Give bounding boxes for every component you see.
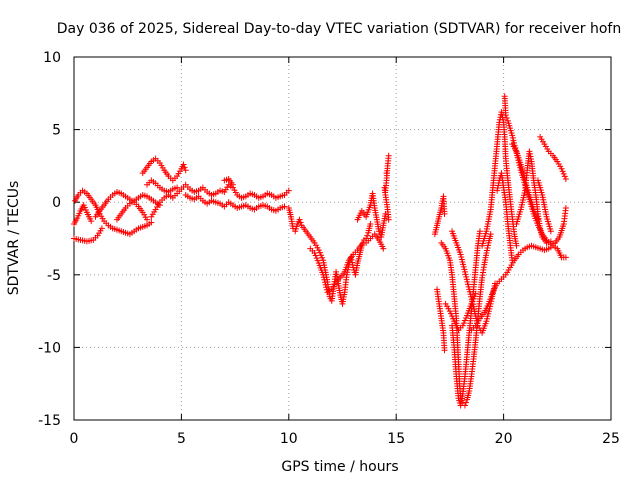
data-point — [385, 216, 392, 223]
data-point — [483, 250, 490, 257]
data-point — [485, 242, 492, 249]
data-point — [181, 164, 188, 171]
data-point — [527, 153, 534, 160]
data-point — [502, 112, 509, 119]
data-point — [315, 247, 322, 254]
data-point — [297, 219, 304, 226]
data-point — [314, 257, 321, 264]
data-point — [531, 209, 538, 216]
data-point — [463, 314, 470, 321]
data-point — [98, 225, 105, 232]
data-point — [560, 170, 567, 177]
data-point — [547, 238, 554, 245]
data-point — [358, 241, 365, 248]
data-point — [182, 167, 189, 174]
data-point — [441, 347, 448, 354]
data-point — [561, 173, 568, 180]
data-point — [281, 203, 288, 210]
data-point — [446, 308, 453, 315]
data-point — [509, 257, 516, 264]
data-point — [558, 165, 565, 172]
data-point — [316, 249, 323, 256]
data-point — [229, 181, 236, 188]
data-point — [367, 220, 374, 227]
data-point — [148, 219, 155, 226]
data-point — [318, 252, 325, 259]
data-point — [385, 152, 392, 159]
data-point — [499, 114, 506, 121]
y-axis-label: SDTVAR / TECUs — [6, 181, 22, 296]
plot-frame — [73, 56, 612, 421]
data-point — [441, 210, 448, 217]
data-point — [285, 187, 292, 194]
data-point — [313, 255, 320, 262]
y-tick-label: 0 — [52, 195, 61, 211]
data-point — [472, 290, 479, 297]
data-point — [144, 216, 151, 223]
data-point — [476, 228, 483, 235]
data-point — [364, 232, 371, 239]
chart-title: Day 036 of 2025, Sidereal Day-to-day VTE… — [57, 21, 621, 37]
data-point — [494, 185, 501, 192]
data-point — [526, 148, 533, 155]
data-point — [180, 161, 187, 168]
y-tick-label: -15 — [38, 413, 61, 429]
grid-layer — [74, 57, 611, 420]
data-point — [88, 218, 95, 225]
x-tick-label: 25 — [602, 431, 620, 447]
data-point — [484, 244, 491, 251]
x-tick-label: 15 — [387, 431, 405, 447]
x-tick-label: 0 — [70, 431, 79, 447]
data-point — [459, 322, 466, 329]
x-tick-label: 20 — [495, 431, 513, 447]
data-point — [500, 116, 507, 123]
data-point — [380, 245, 387, 252]
data-point — [547, 228, 554, 235]
data-point — [490, 288, 497, 295]
data-point — [349, 261, 356, 268]
data-point — [513, 242, 520, 249]
data-point — [449, 313, 456, 320]
data-point — [312, 252, 319, 259]
data-point — [494, 187, 501, 194]
x-tick-label: 5 — [177, 431, 186, 447]
data-point — [447, 310, 454, 317]
data-point — [562, 254, 569, 261]
data-point — [526, 150, 533, 157]
data-point — [503, 114, 510, 121]
x-tick-label: 10 — [280, 431, 298, 447]
data-point — [383, 170, 390, 177]
data-point — [319, 254, 326, 261]
data-point — [461, 317, 468, 324]
y-tick-label: -10 — [38, 340, 61, 356]
y-tick-label: 10 — [43, 50, 61, 66]
data-point — [498, 109, 505, 116]
data-point — [562, 175, 569, 182]
data-point — [296, 216, 303, 223]
data-point — [471, 293, 478, 300]
x-axis-label: GPS time / hours — [281, 459, 398, 475]
y-tick-label: -5 — [47, 268, 61, 284]
data-points-layer — [71, 93, 569, 409]
data-point — [460, 320, 467, 327]
data-point — [174, 184, 181, 191]
y-tick-label: 5 — [52, 123, 61, 139]
data-point — [527, 156, 534, 163]
data-point — [450, 315, 457, 322]
data-point — [483, 247, 490, 254]
data-point — [376, 228, 383, 235]
data-point — [463, 399, 470, 406]
data-point — [311, 250, 318, 257]
data-point — [559, 168, 566, 175]
data-point — [495, 182, 502, 189]
data-point — [562, 205, 569, 212]
data-point — [487, 231, 494, 238]
ticks-layer: 0 5 10 15 20 25 -15 -10 -5 0 5 10 — [38, 50, 620, 447]
